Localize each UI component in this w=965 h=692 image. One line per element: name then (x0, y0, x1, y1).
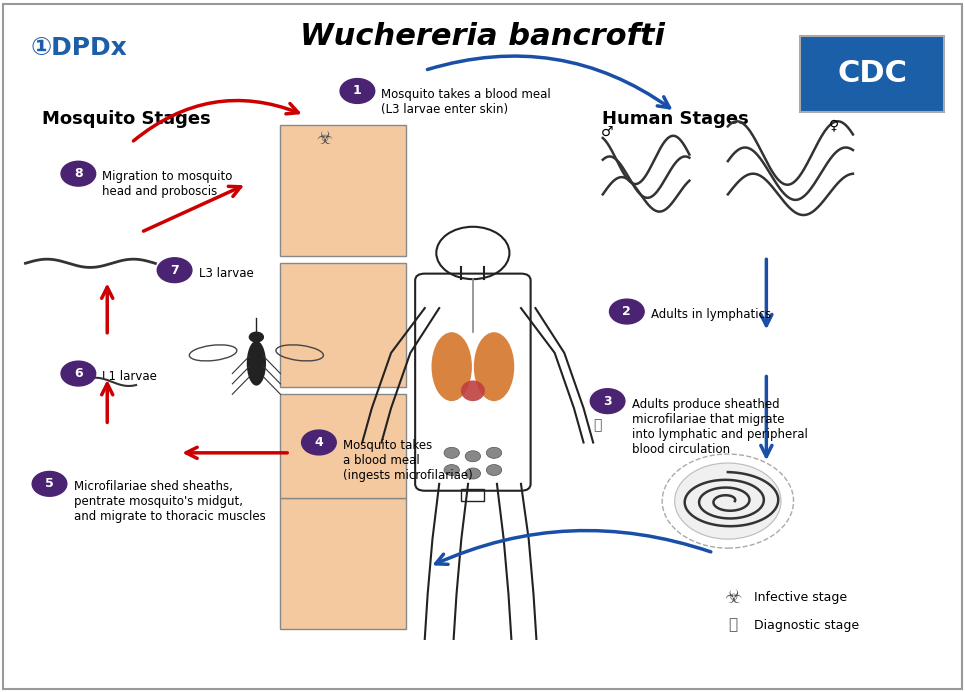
FancyBboxPatch shape (281, 263, 405, 388)
Circle shape (340, 79, 374, 103)
Circle shape (32, 471, 67, 496)
Ellipse shape (247, 341, 266, 385)
Text: ☣: ☣ (724, 588, 741, 607)
Text: 3: 3 (603, 394, 612, 408)
Text: 🔬: 🔬 (729, 618, 737, 632)
Ellipse shape (431, 332, 472, 401)
Text: 🔬: 🔬 (593, 418, 602, 432)
Text: Microfilariae shed sheaths,
pentrate mosquito's midgut,
and migrate to thoracic : Microfilariae shed sheaths, pentrate mos… (73, 480, 265, 523)
FancyBboxPatch shape (281, 394, 405, 498)
Text: Mosquito Stages: Mosquito Stages (42, 109, 211, 127)
Circle shape (444, 464, 459, 475)
Text: Adults produce sheathed
microfilariae that migrate
into lymphatic and peripheral: Adults produce sheathed microfilariae th… (632, 398, 808, 456)
Text: Human Stages: Human Stages (601, 109, 748, 127)
Text: 2: 2 (622, 305, 631, 318)
Text: ♂: ♂ (601, 125, 614, 139)
Text: 7: 7 (170, 264, 179, 277)
Text: ♀: ♀ (829, 118, 839, 132)
Circle shape (61, 161, 96, 186)
Text: 4: 4 (315, 436, 323, 449)
Text: ☣: ☣ (316, 130, 332, 148)
Circle shape (486, 447, 502, 458)
Text: 6: 6 (74, 367, 83, 380)
Ellipse shape (461, 381, 484, 401)
Circle shape (302, 430, 336, 455)
FancyBboxPatch shape (800, 36, 945, 111)
Text: 8: 8 (74, 167, 83, 180)
Circle shape (444, 447, 459, 458)
Text: Mosquito takes
a blood meal
(ingests microfilariae): Mosquito takes a blood meal (ingests mic… (343, 439, 473, 482)
Text: L3 larvae: L3 larvae (199, 266, 254, 280)
Circle shape (591, 389, 625, 414)
Text: Mosquito takes a blood meal
(L3 larvae enter skin): Mosquito takes a blood meal (L3 larvae e… (381, 88, 551, 116)
Text: 1: 1 (353, 84, 362, 98)
Text: Migration to mosquito
head and proboscis: Migration to mosquito head and proboscis (102, 170, 233, 198)
FancyBboxPatch shape (281, 125, 405, 257)
Circle shape (486, 464, 502, 475)
Text: L1 larvae: L1 larvae (102, 370, 157, 383)
Text: Diagnostic stage: Diagnostic stage (754, 619, 859, 632)
Circle shape (465, 450, 481, 462)
Text: ①DPDx: ①DPDx (30, 36, 127, 60)
Text: CDC: CDC (838, 60, 907, 89)
FancyBboxPatch shape (281, 498, 405, 628)
Circle shape (157, 258, 192, 282)
Text: Adults in lymphatics: Adults in lymphatics (650, 308, 771, 321)
Text: 5: 5 (45, 477, 54, 491)
Circle shape (249, 331, 264, 343)
Text: Infective stage: Infective stage (754, 591, 847, 604)
Ellipse shape (474, 332, 514, 401)
Circle shape (610, 299, 645, 324)
Circle shape (465, 468, 481, 479)
Circle shape (61, 361, 96, 386)
Text: Wuchereria bancrofti: Wuchereria bancrofti (300, 22, 665, 51)
Circle shape (675, 463, 781, 539)
